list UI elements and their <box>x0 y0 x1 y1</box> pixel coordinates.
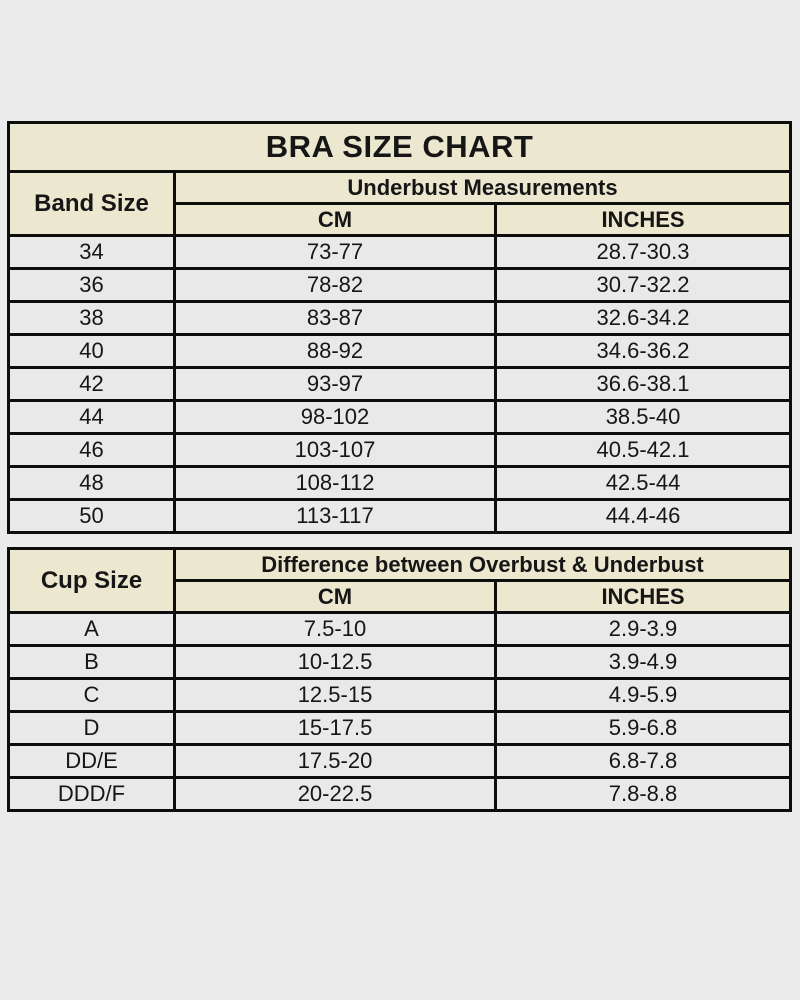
band-row: 46 103-107 40.5-42.1 <box>7 432 792 468</box>
cup-value: C <box>7 677 176 713</box>
cm-range: 17.5-20 <box>173 743 497 779</box>
cup-row: DD/E 17.5-20 6.8-7.8 <box>7 743 792 779</box>
cup-value: A <box>7 611 176 647</box>
cm-range: 93-97 <box>173 366 497 402</box>
cup-row: C 12.5-15 4.9-5.9 <box>7 677 792 713</box>
cup-group-header-row: Cup Size Difference between Overbust & U… <box>7 547 792 614</box>
inches-range: 44.4-46 <box>494 498 792 534</box>
cm-range: 88-92 <box>173 333 497 369</box>
cup-row: A 7.5-10 2.9-3.9 <box>7 611 792 647</box>
band-value: 34 <box>7 234 176 270</box>
inches-range: 32.6-34.2 <box>494 300 792 336</box>
cm-range: 103-107 <box>173 432 497 468</box>
band-size-header: Band Size <box>7 170 176 237</box>
band-value: 36 <box>7 267 176 303</box>
band-row: 48 108-112 42.5-44 <box>7 465 792 501</box>
inches-column-header: INCHES <box>494 202 792 237</box>
band-value: 40 <box>7 333 176 369</box>
band-row: 40 88-92 34.6-36.2 <box>7 333 792 369</box>
band-value: 46 <box>7 432 176 468</box>
cup-value: DDD/F <box>7 776 176 812</box>
cm-range: 113-117 <box>173 498 497 534</box>
cm-range: 98-102 <box>173 399 497 435</box>
cm-range: 78-82 <box>173 267 497 303</box>
inches-range: 30.7-32.2 <box>494 267 792 303</box>
band-value: 44 <box>7 399 176 435</box>
cup-size-table: Cup Size Difference between Overbust & U… <box>7 547 792 812</box>
cup-row: B 10-12.5 3.9-4.9 <box>7 644 792 680</box>
cup-value: DD/E <box>7 743 176 779</box>
cup-value: B <box>7 644 176 680</box>
band-row: 38 83-87 32.6-34.2 <box>7 300 792 336</box>
band-row: 34 73-77 28.7-30.3 <box>7 234 792 270</box>
inches-column-header: INCHES <box>494 579 792 614</box>
inches-range: 38.5-40 <box>494 399 792 435</box>
inches-range: 7.8-8.8 <box>494 776 792 812</box>
cup-value: D <box>7 710 176 746</box>
cm-range: 20-22.5 <box>173 776 497 812</box>
inches-range: 36.6-38.1 <box>494 366 792 402</box>
difference-header: Difference between Overbust & Underbust <box>173 547 792 582</box>
inches-range: 2.9-3.9 <box>494 611 792 647</box>
band-row: 42 93-97 36.6-38.1 <box>7 366 792 402</box>
cm-range: 10-12.5 <box>173 644 497 680</box>
inches-range: 42.5-44 <box>494 465 792 501</box>
cm-range: 7.5-10 <box>173 611 497 647</box>
inches-range: 40.5-42.1 <box>494 432 792 468</box>
band-unit-header-row: CM INCHES <box>9 202 792 237</box>
inches-range: 5.9-6.8 <box>494 710 792 746</box>
cm-range: 12.5-15 <box>173 677 497 713</box>
cm-range: 73-77 <box>173 234 497 270</box>
cm-column-header: CM <box>173 579 497 614</box>
inches-range: 28.7-30.3 <box>494 234 792 270</box>
cm-column-header: CM <box>173 202 497 237</box>
band-row: 50 113-117 44.4-46 <box>7 498 792 534</box>
cm-range: 15-17.5 <box>173 710 497 746</box>
band-value: 50 <box>7 498 176 534</box>
band-group-header-row: Band Size Underbust Measurements <box>7 170 792 237</box>
band-row: 36 78-82 30.7-32.2 <box>7 267 792 303</box>
band-value: 42 <box>7 366 176 402</box>
underbust-measurements-header: Underbust Measurements <box>173 170 792 205</box>
inches-range: 3.9-4.9 <box>494 644 792 680</box>
bra-size-chart: BRA SIZE CHART Band Size Underbust Measu… <box>7 121 792 812</box>
cm-range: 108-112 <box>173 465 497 501</box>
inches-range: 4.9-5.9 <box>494 677 792 713</box>
chart-title: BRA SIZE CHART <box>7 121 792 173</box>
band-row: 44 98-102 38.5-40 <box>7 399 792 435</box>
inches-range: 6.8-7.8 <box>494 743 792 779</box>
band-value: 48 <box>7 465 176 501</box>
cup-size-header: Cup Size <box>7 547 176 614</box>
inches-range: 34.6-36.2 <box>494 333 792 369</box>
band-value: 38 <box>7 300 176 336</box>
cup-row: D 15-17.5 5.9-6.8 <box>7 710 792 746</box>
chart-title-row: BRA SIZE CHART <box>7 121 792 173</box>
cm-range: 83-87 <box>173 300 497 336</box>
cup-unit-header-row: CM INCHES <box>9 579 792 614</box>
cup-row: DDD/F 20-22.5 7.8-8.8 <box>7 776 792 812</box>
band-size-table: BRA SIZE CHART Band Size Underbust Measu… <box>7 121 792 534</box>
